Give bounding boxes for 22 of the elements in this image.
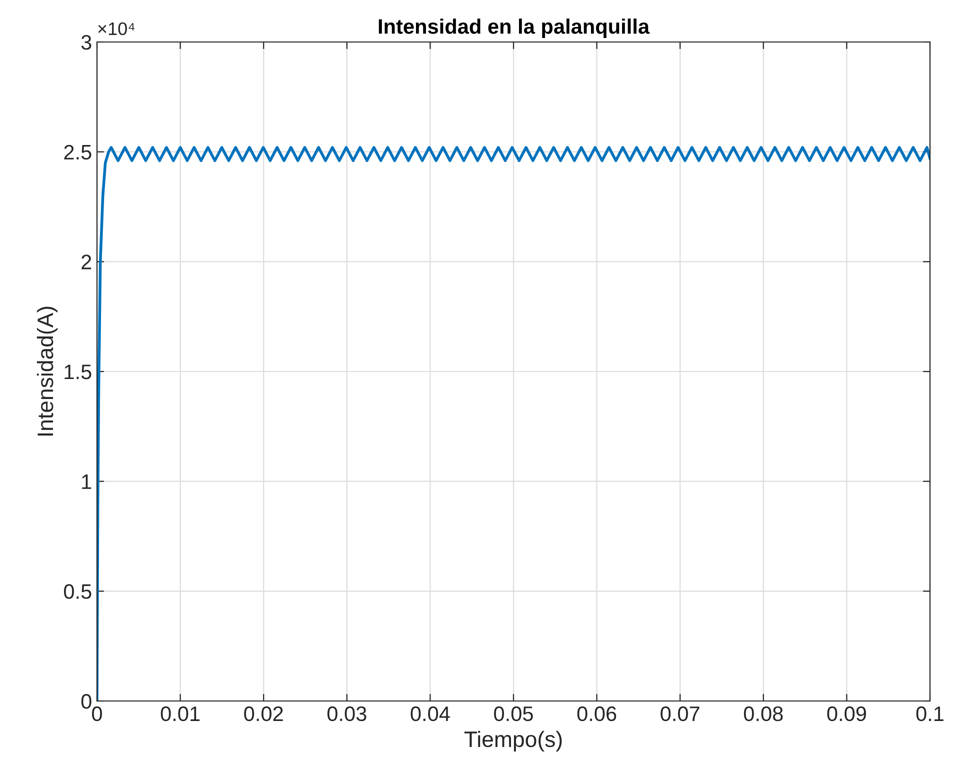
y-tick-label: 2.5 <box>64 144 92 160</box>
y-tick-label: 2 <box>82 254 92 270</box>
x-tick-label: 0.04 <box>410 706 450 722</box>
x-tick-label: 0.08 <box>744 706 783 722</box>
y-tick-label: 0.5 <box>64 584 92 599</box>
x-tick-label: 0 <box>92 706 102 722</box>
x-tick-label: 0.03 <box>327 706 366 722</box>
x-tick-label: 0.09 <box>827 706 866 722</box>
y-tick-label: 1 <box>82 474 92 489</box>
text: ×10⁴ <box>98 22 134 36</box>
y-axis-title: Intensidad(A) <box>36 306 58 436</box>
x-tick-label: 0.02 <box>244 706 283 722</box>
y-tick-label: 0 <box>81 694 92 709</box>
y-tick-label: 3 <box>81 35 92 50</box>
x-tick-label: 0.1 <box>916 706 944 722</box>
chart-title: Intensidad en la palanquilla <box>378 18 650 38</box>
x-tick-label: 0.05 <box>494 706 533 722</box>
x-tick-label: 0.07 <box>660 706 700 722</box>
x-tick-label: 0.06 <box>577 706 616 722</box>
x-tick-label: 0.01 <box>160 706 200 722</box>
x-axis-title: Tiempo(s) <box>464 730 562 752</box>
y-tick-label: 1.5 <box>64 364 92 380</box>
